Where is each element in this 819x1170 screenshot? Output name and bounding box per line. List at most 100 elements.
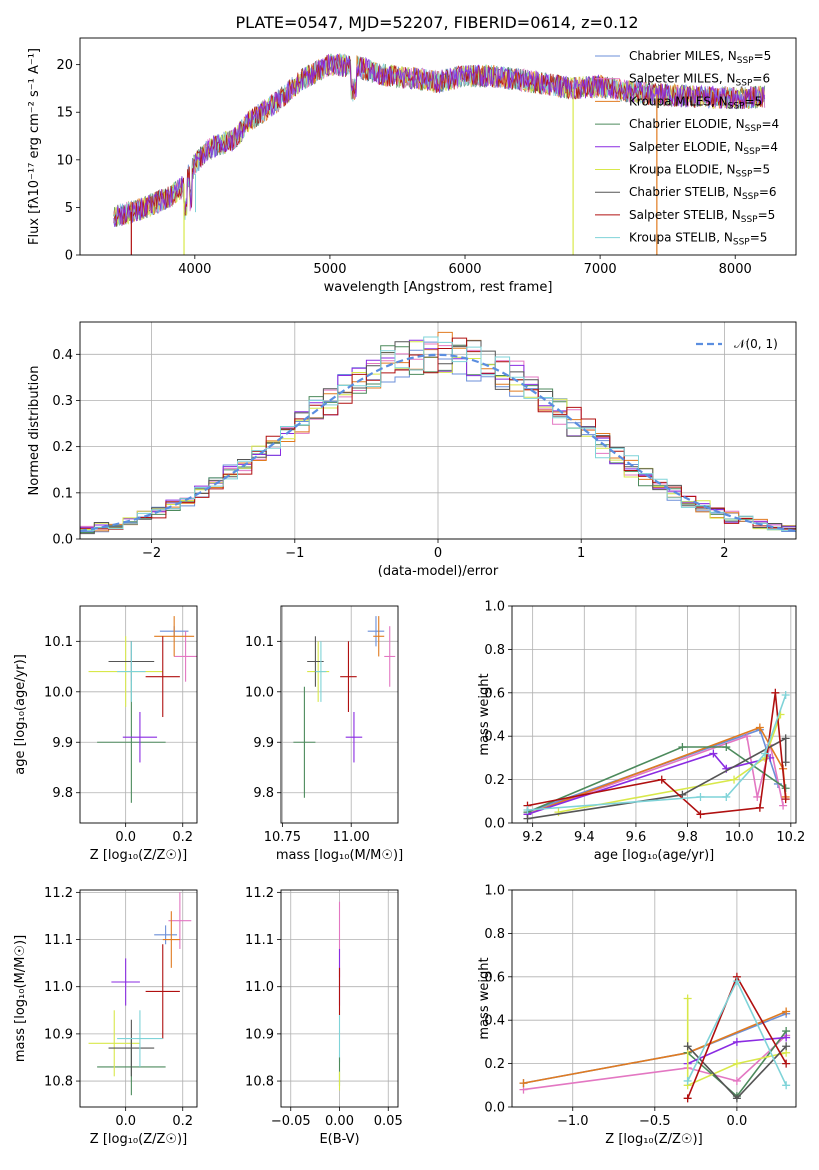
panel-residuals: −2 −1 0 1 2 0.0 0.1 0.2 0.3 0.4 (data-model)/error… [27,321,797,579]
panel-age-vs-Z: 0.0 0.2 9.8 9.9 10.0 10.1 Z [log₁₀(Z/Z☉)] age [… [13,605,198,863]
weight-marker [732,1059,741,1068]
weight-marker [782,1059,791,1068]
axes-frame [79,889,198,1108]
y-axis-label: mass [log₁₀(M/M☉)] [13,935,28,1062]
legend-label: Chabrier MILES, NSSP=5 [629,49,771,66]
y-tick-label: 11.1 [44,933,73,948]
weight-marker [732,1076,741,1085]
weight-marker [782,1033,791,1042]
weight-marker [696,810,705,819]
plot-area [293,616,396,798]
x-axis-label: mass [log₁₀(M/M☉)] [276,848,403,863]
y-axis-label: age [log₁₀(age/yr)] [13,654,28,775]
x-tick-label: 10.2 [776,830,805,845]
y-tick-label: 0.0 [484,817,505,832]
legend-value: =4 [760,140,778,154]
axes-frame [79,37,797,256]
weight-marker [730,775,739,784]
legend-subscript: SSP [736,170,753,180]
y-tick-label: 10.0 [245,685,274,700]
y-tick-label: 0 [65,249,73,264]
y-tick-label: 0.2 [484,1057,505,1072]
y-tick-label: 10.9 [245,1027,274,1042]
legend-label: Chabrier ELODIE, NSSP=4 [629,117,779,134]
weight-marker [683,1076,692,1085]
legend-subscript: SSP [743,147,760,157]
y-tick-label: 0.0 [484,1101,505,1116]
x-tick-label: 9.6 [626,830,647,845]
y-axis-label: mass weight [477,957,492,1039]
x-tick-label: 11.00 [333,830,370,845]
y-tick-label: 0.4 [52,348,73,363]
weight-marker [696,792,705,801]
weight-marker [554,808,563,817]
legend-subscript: SSP [741,215,758,225]
legend-label: 𝒩(0, 1) [734,337,778,351]
legend-value: =5 [758,208,776,222]
y-tick-label: 15 [56,106,73,121]
x-tick-label: 0.2 [172,1114,193,1129]
panel-age-vs-mass: 10.75 11.00 9.8 9.9 10.0 10.1 mass [log₁₀(M/M☉… [245,605,403,863]
weight-marker [709,749,718,758]
weight-marker [732,1094,741,1103]
legend-value: =5 [750,231,768,245]
x-tick-label: 4000 [178,262,211,277]
panel-mass-vs-EBV: −0.05 0.00 0.05 10.8 10.9 11.0 11.1 11.2 E(B-V) [245,886,403,1147]
axes-frame [79,321,797,540]
plot-area [88,892,192,1096]
weight-marker [732,977,741,986]
chart-title: PLATE=0547, MJD=52207, FIBERID=0614, z=0… [235,13,638,32]
panel-spectrum: 4000 5000 6000 7000 8000 0 5 10 15 20 wavelength [… [27,37,797,295]
legend-value: =5 [745,94,763,108]
y-tick-label: 10.9 [44,1027,73,1042]
axes-frame [79,605,198,824]
x-tick-label: 10.0 [725,830,754,845]
y-tick-label: 11.1 [245,933,274,948]
x-axis-label: Z [log₁₀(Z/Z☉)] [605,1132,702,1147]
x-tick-label: 1 [577,546,585,561]
y-axis-label: mass weight [477,673,492,755]
x-tick-label: 7000 [584,262,617,277]
weight-marker [732,1037,741,1046]
weight-marker [523,814,532,823]
weight-marker [683,1094,692,1103]
y-tick-label: 5 [65,201,73,216]
weight-marker [722,792,731,801]
y-tick-label: 9.9 [253,736,274,751]
y-tick-label: 11.0 [44,980,73,995]
gaussian-curve [80,353,796,532]
y-tick-label: 9.8 [52,786,73,801]
weight-marker [782,1042,791,1051]
legend-subscript: SSP [737,56,754,66]
x-tick-label: −2 [142,546,161,561]
x-axis-label: Z [log₁₀(Z/Z☉)] [90,848,187,863]
x-axis-label: wavelength [Angstrom, rest frame] [324,280,553,295]
x-tick-label: 0.0 [727,1114,748,1129]
y-tick-label: 0.1 [52,486,73,501]
legend-value: =4 [761,117,779,131]
y-tick-label: 0.2 [52,440,73,455]
weight-marker [755,723,764,732]
y-tick-label: 10.1 [44,635,73,650]
y-tick-label: 20 [56,58,73,73]
weight-marker [779,801,788,810]
y-tick-label: 10 [56,153,73,168]
x-tick-label: 0.2 [172,830,193,845]
weight-marker [781,734,790,743]
y-tick-label: 9.9 [52,736,73,751]
y-tick-label: 11.2 [44,886,73,901]
y-axis-label: Normed distribution [27,366,42,496]
y-tick-label: 0.0 [52,533,73,548]
x-tick-label: 5000 [313,262,346,277]
legend-label: Salpeter ELODIE, NSSP=4 [629,140,778,157]
y-tick-label: 11.0 [245,980,274,995]
x-tick-label: 9.2 [522,830,543,845]
y-tick-label: 10.0 [44,685,73,700]
plot-area [113,53,766,255]
weight-line [527,752,771,816]
legend-label: Kroupa STELIB, NSSP=5 [629,231,767,248]
x-tick-label: 2 [720,546,728,561]
histogram-series [80,337,796,530]
panel-weight-vs-Z: −1.0 −0.5 0.0 0.0 0.2 0.4 0.6 0.8 1.0 Z [log₁₀(Z/… [477,884,797,1147]
